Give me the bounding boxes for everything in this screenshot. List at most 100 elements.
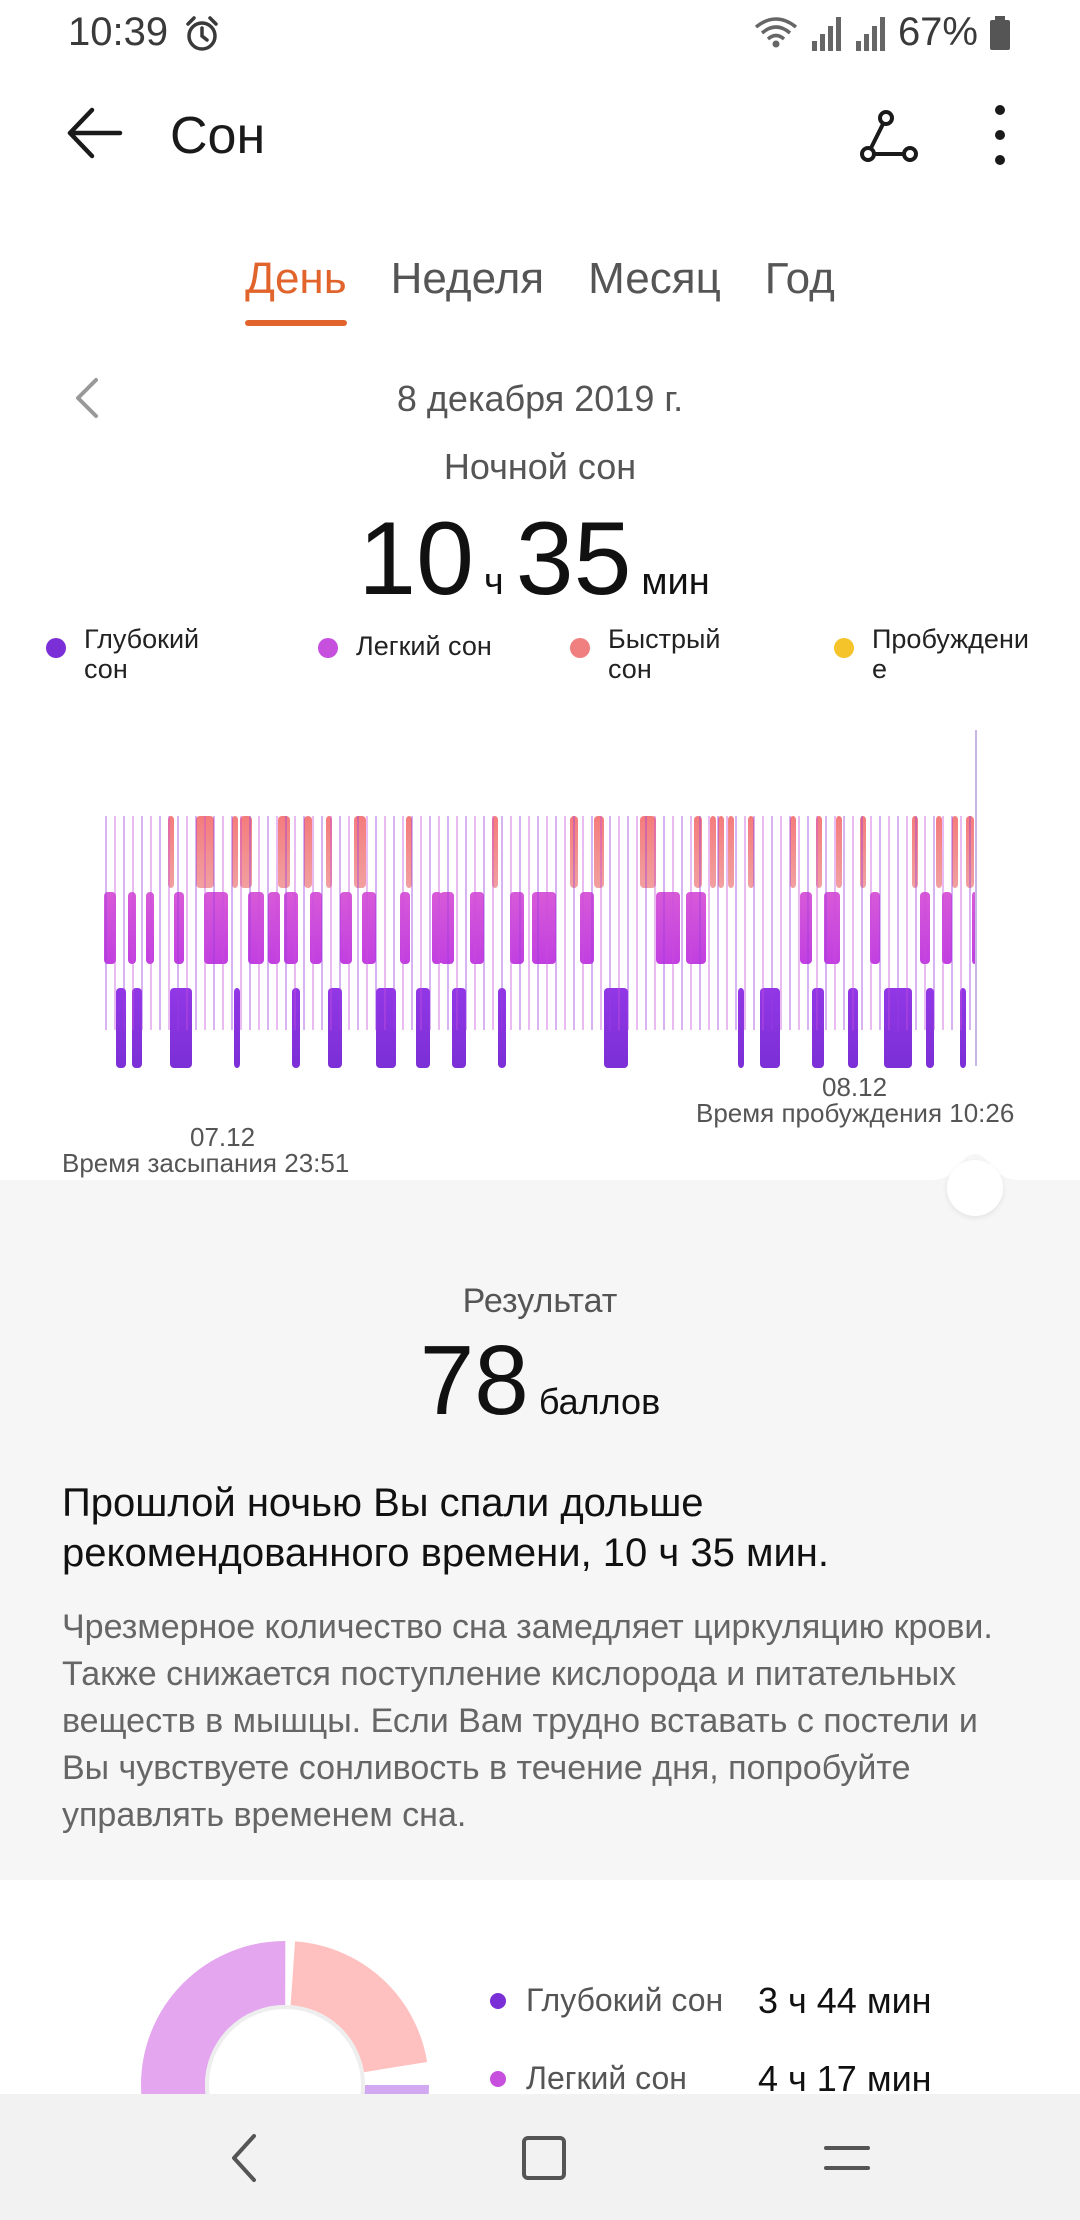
sleep-segment-light: [310, 892, 322, 964]
nav-home-icon[interactable]: [520, 2134, 568, 2182]
sleep-segment-deep: [376, 988, 396, 1068]
nav-back-icon[interactable]: [226, 2130, 262, 2186]
sleep-segment-rem: [232, 816, 238, 888]
sleep-segment-rem: [240, 816, 252, 888]
legend-rem-sleep: Быстрый сон: [570, 624, 740, 684]
sleep-segment-deep: [452, 988, 466, 1068]
more-vertical-icon[interactable]: [978, 100, 1022, 170]
page-title: Сон: [170, 107, 266, 165]
sleep-segment-light: [532, 892, 556, 964]
sleep-segment-light: [686, 892, 706, 964]
sleep-segment-rem: [640, 816, 656, 888]
breakdown-dot: [490, 1992, 506, 2009]
tab-month[interactable]: Месяц: [588, 254, 721, 303]
sleep-segment-deep: [812, 988, 824, 1068]
legend-deep-sleep: Глубокий сон: [46, 624, 246, 684]
breakdown-label: Легкий сон: [526, 2060, 687, 2096]
breakdown-row-light: Легкий сон 4 ч 17 мин: [490, 2058, 932, 2099]
duration-minutes: 35: [515, 501, 632, 617]
chart-start-date: 07.12: [190, 1122, 256, 1152]
sleep-segment-light: [870, 892, 880, 964]
sleep-segment-rem: [278, 816, 290, 888]
donut-light-segment: [141, 1941, 429, 2102]
nav-recents-icon[interactable]: [822, 2138, 872, 2178]
system-nav-bar: [0, 2094, 1080, 2220]
tab-year[interactable]: Год: [764, 254, 835, 303]
sleep-segment-rem: [354, 816, 366, 888]
back-arrow-icon[interactable]: [62, 102, 124, 164]
sleep-segment-rem: [718, 816, 724, 888]
sleep-segment-light: [362, 892, 376, 964]
signal-icon-2: [855, 16, 885, 51]
legend-label: Глубокий сон: [84, 624, 200, 684]
sleep-segment-deep: [604, 988, 628, 1068]
sleep-segment-deep: [132, 988, 142, 1068]
period-tabs: День Неделя Месяц Год: [0, 254, 1080, 326]
tab-week[interactable]: Неделя: [390, 254, 545, 303]
donut-deep-segment: [141, 1941, 429, 2102]
result-label: Результат: [462, 1282, 618, 1320]
sleep-segment-light: [146, 892, 154, 964]
sleep-segment-rem: [594, 816, 604, 888]
sleep-segment-deep: [170, 988, 192, 1068]
sleep-segment-rem: [936, 816, 942, 888]
chart-slider-thumb[interactable]: [947, 1160, 1003, 1216]
sleep-segment-rem: [406, 816, 412, 888]
sleep-segment-light: [824, 892, 840, 964]
result-headline: Прошлой ночью Вы спали дольше рекомендов…: [62, 1481, 830, 1575]
score-unit: баллов: [538, 1381, 661, 1422]
breakdown-value: 3 ч 44 мин: [758, 1979, 932, 2021]
sleep-segment-light: [248, 892, 264, 964]
legend-label: Легкий сон: [356, 631, 492, 661]
status-indicators: 67%: [752, 10, 1012, 55]
result-panel: [0, 1180, 1080, 1880]
sleep-segment-light: [942, 892, 952, 964]
sleep-duration: 10 ч 35 мин: [0, 500, 1080, 619]
sleep-segment-light: [128, 892, 136, 964]
breakdown-dot: [490, 2070, 506, 2087]
legend-light-sleep: Легкий сон: [318, 624, 558, 674]
chart-marks: [104, 816, 976, 1068]
legend-dot: [834, 638, 854, 658]
sleep-segment-deep: [416, 988, 430, 1068]
result-advice: Чрезмерное количество сна замедляет цирк…: [62, 1608, 993, 1834]
sleep-segment-deep: [760, 988, 780, 1068]
breakdown-value: 4 ч 17 мин: [758, 2057, 932, 2099]
sleep-segment-light: [340, 892, 352, 964]
sleep-segment-light: [440, 892, 454, 964]
duration-hours: 10: [358, 501, 474, 617]
sleep-score: 78 баллов: [0, 1324, 1080, 1437]
sleep-segment-rem: [694, 816, 702, 888]
tab-day[interactable]: День: [245, 254, 347, 326]
sleep-segment-light: [470, 892, 484, 964]
sleep-segment-light: [268, 892, 280, 964]
sleep-segment-rem: [912, 816, 918, 888]
sleep-segment-rem: [952, 816, 958, 888]
legend-awake: Пробуждение: [834, 624, 1034, 684]
current-date: 8 декабря 2019 г.: [396, 378, 684, 419]
night-sleep-label: Ночной сон: [443, 446, 637, 487]
chart-end-date: 08.12: [822, 1072, 888, 1102]
legend-dot: [570, 638, 590, 658]
sleep-segment-deep: [926, 988, 934, 1068]
battery-percent: 67%: [897, 10, 978, 54]
breakdown-row-deep: Глубокий сон 3 ч 44 мин: [490, 1980, 932, 2021]
duration-hours-unit: ч: [483, 561, 504, 603]
sleep-segment-rem: [728, 816, 734, 888]
sleep-breakdown-donut: [141, 1941, 429, 2102]
sleep-segment-rem: [860, 816, 866, 888]
battery-icon: [990, 15, 1010, 50]
share-icon[interactable]: [858, 106, 920, 168]
sleep-segment-light: [800, 892, 812, 964]
previous-day-icon[interactable]: [70, 376, 106, 420]
sleep-segment-light: [510, 892, 524, 964]
chart-wake-time: Время пробуждения 10:26: [696, 1098, 1015, 1128]
sleep-segment-light: [400, 892, 410, 964]
sleep-stages-chart: [104, 730, 977, 1068]
sleep-segment-light: [656, 892, 680, 964]
duration-minutes-unit: мин: [641, 561, 710, 603]
sleep-segment-deep: [738, 988, 744, 1068]
legend-dot: [46, 638, 66, 658]
signal-icon: [811, 16, 841, 51]
legend-dot: [318, 638, 338, 658]
